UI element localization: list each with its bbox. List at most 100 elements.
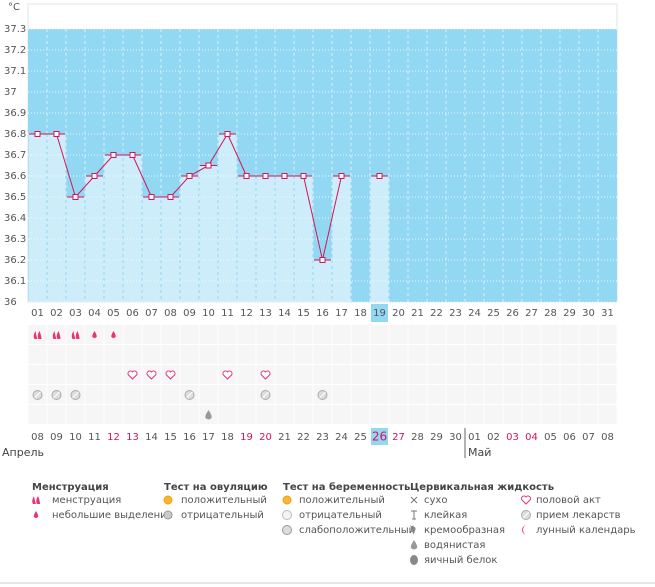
legend-label: менструация (52, 495, 121, 506)
point (243, 173, 250, 179)
bar (180, 176, 199, 302)
icon-negative (163, 510, 173, 520)
bar (66, 197, 85, 302)
bar (142, 197, 161, 302)
icon-positive (163, 495, 173, 505)
icon-tee (411, 510, 417, 520)
date-label: 17 (202, 432, 215, 443)
x-tick-label: 23 (449, 308, 462, 319)
event-row (28, 365, 617, 384)
icon-pill-stripe (53, 391, 60, 399)
point (167, 194, 174, 200)
date-label: 07 (582, 432, 595, 443)
y-tick-label: 36.9 (4, 108, 26, 119)
legend-label: лунный календарь (536, 525, 636, 536)
date-label: 23 (316, 432, 329, 443)
date-label: 06 (563, 432, 576, 443)
icon-pill-stripe (319, 391, 326, 399)
bar (123, 155, 142, 302)
point (376, 173, 383, 179)
point (319, 257, 326, 263)
x-tick-label: 29 (563, 308, 576, 319)
legend-label: кремообразная (424, 525, 505, 536)
legend-label: сухо (424, 495, 447, 506)
icon-gray-drop (410, 540, 418, 550)
today-highlight (371, 304, 388, 322)
y-tick-label: 36.3 (4, 234, 26, 245)
x-tick-label: 17 (335, 308, 348, 319)
bar (332, 176, 351, 302)
event-row (28, 345, 617, 364)
icon-pill-stripe (262, 391, 269, 399)
legend-label: клейкая (424, 510, 467, 521)
y-tick-label: 36.4 (4, 213, 26, 224)
icon-gray-drop (205, 410, 212, 420)
date-label: 18 (221, 432, 234, 443)
legend-title: Менструация (32, 482, 109, 493)
x-tick-label: 15 (297, 308, 310, 319)
date-label: 13 (126, 432, 139, 443)
date-label: 05 (544, 432, 557, 443)
x-tick-label: 31 (601, 308, 614, 319)
date-label: 21 (278, 432, 291, 443)
bar (294, 176, 313, 302)
date-label: 08 (31, 432, 44, 443)
event-row (28, 405, 617, 424)
x-tick-label: 27 (525, 308, 538, 319)
y-tick-label: 36.2 (4, 255, 26, 266)
icon-pill-stripe (34, 391, 41, 399)
date-label: 15 (164, 432, 177, 443)
date-label: 22 (297, 432, 310, 443)
icon-positive (282, 495, 292, 505)
date-label: 08 (601, 432, 614, 443)
legend-label: половой акт (536, 495, 601, 506)
icon-moon (522, 525, 527, 535)
date-label: 25 (354, 432, 367, 443)
y-tick-label: 37.2 (4, 45, 26, 56)
point (34, 131, 41, 137)
legend-title: Цервикальная жидкость (410, 482, 554, 493)
point (110, 152, 117, 158)
x-tick-label: 16 (316, 308, 329, 319)
x-tick-label: 30 (582, 308, 595, 319)
legend-label: положительный (181, 495, 267, 506)
x-tick-label: 03 (69, 308, 82, 319)
x-tick-label: 18 (354, 308, 367, 319)
month-label: Май (468, 446, 491, 459)
legend-title: Тест на овуляцию (164, 482, 268, 493)
legend-label: слабоположительный (299, 525, 415, 536)
x-tick-label: 14 (278, 308, 291, 319)
point (53, 131, 60, 137)
icon-heart (146, 370, 157, 380)
x-tick-label: 19 (373, 308, 386, 319)
date-label: 03 (506, 432, 519, 443)
x-tick-label: 26 (506, 308, 519, 319)
bar (104, 155, 123, 302)
icon-drop (52, 331, 61, 339)
y-tick-label: 36.5 (4, 192, 26, 203)
icon-small-drop (33, 511, 39, 518)
x-tick-label: 02 (50, 308, 63, 319)
point (262, 173, 269, 179)
date-label: 02 (487, 432, 500, 443)
x-tick-label: 28 (544, 308, 557, 319)
icon-drop (32, 496, 40, 504)
point (224, 131, 231, 137)
date-label: 26 (372, 430, 387, 444)
date-label: 20 (259, 432, 272, 443)
icon-heart (260, 370, 271, 380)
y-tick-label: 36.7 (4, 150, 26, 161)
bar (237, 176, 256, 302)
date-label: 11 (88, 432, 101, 443)
icon-drop (71, 331, 80, 339)
date-label: 28 (411, 432, 424, 443)
icon-split (282, 525, 292, 535)
icon-small-drop (111, 331, 116, 338)
date-label: 27 (392, 432, 405, 443)
legend-label: прием лекарств (536, 510, 621, 521)
x-tick-label: 12 (240, 308, 253, 319)
date-label: 01 (468, 432, 481, 443)
y-tick-label: 36.6 (4, 171, 26, 182)
point (205, 162, 212, 169)
